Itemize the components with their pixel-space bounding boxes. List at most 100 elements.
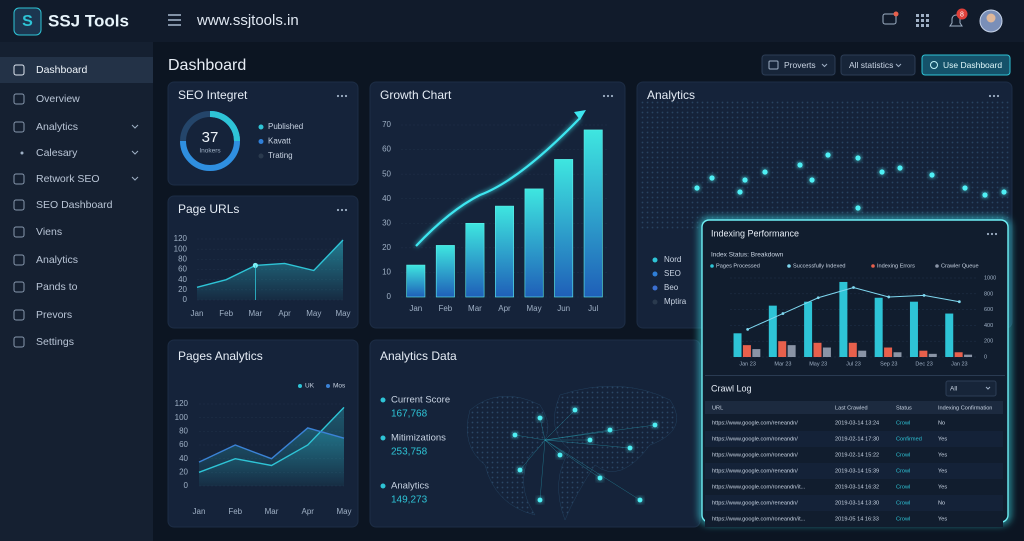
- x-tick-label: Feb: [228, 507, 242, 516]
- notification-badge: [956, 8, 968, 20]
- notification-count: 8: [960, 11, 964, 18]
- log-filter-label: All: [950, 386, 958, 393]
- table-cell: 2019-03-14 15:39: [835, 468, 879, 474]
- nav-item[interactable]: Retwork SEO: [36, 173, 100, 185]
- map-hotspot: [897, 165, 903, 171]
- map-hotspot: [709, 175, 715, 181]
- nav-item[interactable]: Pands to: [36, 281, 78, 293]
- menu-dot: [344, 208, 348, 212]
- legend-dot: [871, 264, 875, 268]
- menu-dot: [992, 94, 996, 98]
- y-tick-label: 50: [382, 169, 391, 178]
- panel-title: Pages Analytics: [178, 349, 263, 363]
- stat-value: 253,758: [391, 447, 428, 458]
- stat-dot: [380, 435, 386, 441]
- panel-title: SEO Integret: [178, 88, 248, 102]
- bar: [465, 222, 485, 298]
- map-hotspot: [537, 497, 543, 503]
- stat-label: Analytics: [391, 481, 429, 492]
- nav-item[interactable]: Settings: [36, 336, 74, 348]
- menu-dot: [606, 94, 610, 98]
- stat-value: 149,273: [391, 495, 428, 506]
- x-tick-label: Apr: [498, 304, 511, 313]
- menu-icon[interactable]: [168, 14, 181, 26]
- log-filter[interactable]: [945, 380, 997, 397]
- line-point: [852, 286, 855, 289]
- logo-glyph: S: [22, 13, 33, 30]
- map-hotspot: [637, 497, 643, 503]
- action-icon: [930, 61, 938, 69]
- map-link: [539, 439, 546, 501]
- message-icon[interactable]: [882, 13, 897, 25]
- nav-icon: [13, 226, 25, 238]
- map-hotspot: [855, 205, 861, 211]
- y-tick-label: 0: [183, 295, 188, 304]
- x-tick-label: Apr: [278, 309, 291, 318]
- bar: [495, 205, 514, 298]
- filter-button[interactable]: [761, 54, 836, 76]
- logo-text: SSJ Tools: [48, 11, 129, 30]
- logo-icon: [13, 7, 42, 36]
- table-cell: 2019-03-14 13:24: [835, 420, 879, 426]
- message-dot: [893, 11, 899, 17]
- table-cell: 2019-02-14 15:22: [835, 452, 879, 458]
- legend-dot: [298, 384, 302, 388]
- filter-button[interactable]: [840, 54, 916, 76]
- bar: [554, 159, 574, 298]
- bar: [813, 342, 822, 357]
- apps-icon[interactable]: [916, 14, 929, 27]
- nav-item[interactable]: Overview: [36, 93, 80, 105]
- nav-item[interactable]: Analytics: [36, 121, 78, 133]
- legend-dot: [652, 257, 658, 263]
- nav-item[interactable]: SEO Dashboard: [36, 199, 113, 211]
- y-tick-label: 100: [175, 413, 189, 422]
- bar: [848, 342, 857, 357]
- nav-item[interactable]: Prevors: [36, 309, 72, 321]
- menu-dot: [988, 94, 992, 98]
- menu-dot: [994, 232, 998, 236]
- y-tick-label: 600: [984, 307, 993, 313]
- nav-icon: [13, 121, 25, 133]
- bar: [742, 345, 751, 357]
- y-tick-label: 0: [984, 354, 987, 360]
- y-tick-label: 20: [382, 243, 391, 252]
- legend-dot: [258, 139, 264, 144]
- nav-item[interactable]: Analytics: [36, 254, 78, 266]
- legend-dot: [326, 384, 330, 388]
- map-hotspot: [557, 452, 563, 458]
- table-cell: Crowl: [896, 484, 910, 490]
- table-cell: https://www.google.com/roneandn/: [712, 452, 798, 458]
- table-cell: Crowl: [896, 500, 910, 506]
- legend-label: Trating: [268, 151, 293, 160]
- bar: [858, 350, 867, 357]
- bar: [804, 301, 813, 357]
- nav-item[interactable]: Calesary: [36, 147, 78, 159]
- x-tick-label: Dec 23: [915, 361, 932, 367]
- dropdown-chevron: [821, 63, 828, 68]
- y-tick-label: 40: [178, 275, 187, 284]
- y-tick-label: 20: [178, 285, 187, 294]
- map-link: [544, 439, 641, 501]
- map-hotspot: [572, 407, 578, 413]
- map-link: [519, 439, 546, 471]
- action-button[interactable]: [921, 54, 1011, 76]
- table-row: [705, 415, 1003, 431]
- y-tick-label: 0: [387, 292, 392, 301]
- legend-label: UK: [305, 383, 315, 390]
- menu-dot: [340, 94, 344, 98]
- nav-item[interactable]: Viens: [36, 226, 62, 238]
- table-row: [705, 463, 1003, 479]
- site-url: www.ssjtools.in: [196, 12, 299, 29]
- legend-label: Published: [268, 122, 303, 131]
- panel-title: Page URLs: [178, 202, 239, 216]
- x-tick-label: Jan: [409, 304, 422, 313]
- table-cell: No: [938, 420, 945, 426]
- x-tick-label: Mar: [265, 507, 279, 516]
- divider: [705, 375, 1005, 376]
- map-hotspot: [587, 437, 593, 443]
- table-cell: Crowl: [896, 468, 910, 474]
- map-hotspot: [742, 177, 748, 183]
- table-row: [705, 447, 1003, 463]
- trend-arrowhead: [574, 110, 586, 120]
- nav-item[interactable]: Dashboard: [36, 64, 88, 76]
